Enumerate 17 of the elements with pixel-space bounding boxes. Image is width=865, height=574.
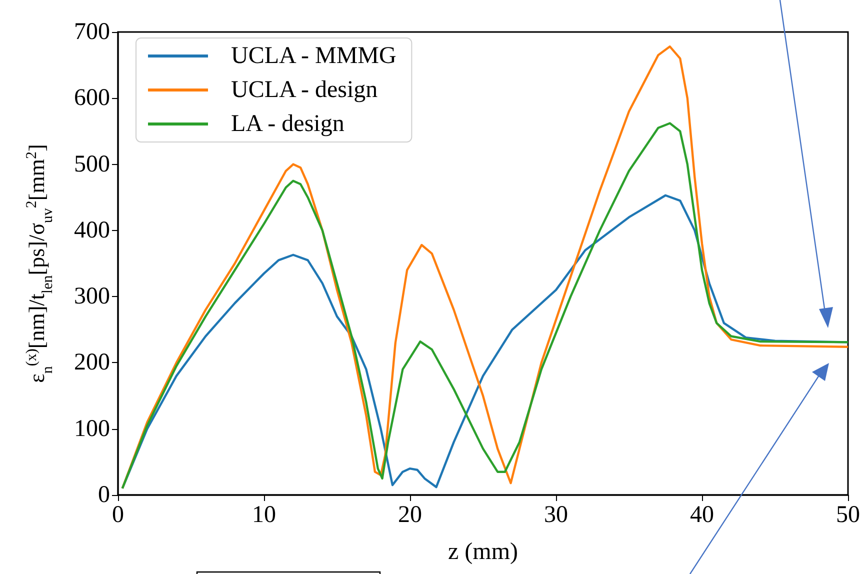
y-tick-label: 300 bbox=[74, 284, 110, 310]
x-axis-title: z (mm) bbox=[448, 539, 518, 565]
legend-label: LA - design bbox=[231, 111, 344, 137]
y-tick-label: 400 bbox=[74, 217, 110, 244]
x-tick-label: 30 bbox=[544, 502, 568, 528]
x-tick-label: 50 bbox=[836, 502, 860, 528]
y-tick-label: 200 bbox=[74, 350, 110, 376]
y-tick-label: 500 bbox=[74, 151, 110, 178]
y-tick-label: 700 bbox=[74, 19, 110, 45]
legend-label: UCLA - design bbox=[231, 77, 378, 103]
y-tick-label: 0 bbox=[98, 482, 110, 508]
legend-label: UCLA - MMMG bbox=[231, 43, 396, 69]
y-tick-label: 100 bbox=[74, 416, 110, 442]
x-tick-label: 40 bbox=[690, 502, 714, 528]
x-tick-label: 10 bbox=[252, 502, 276, 528]
x-tick-label: 20 bbox=[398, 502, 422, 528]
y-tick-label: 600 bbox=[74, 85, 110, 112]
